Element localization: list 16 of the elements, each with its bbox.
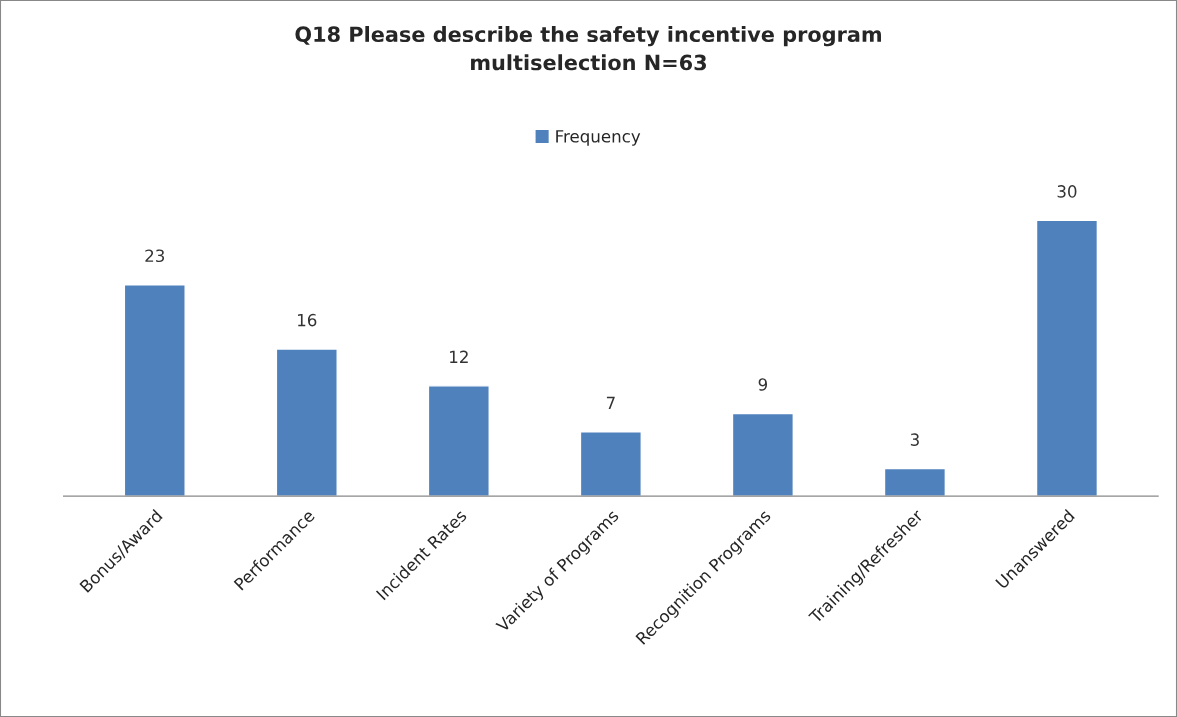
data-label: 12 xyxy=(450,350,468,363)
bar xyxy=(883,467,947,497)
bar xyxy=(427,385,490,497)
legend-label: Frequency xyxy=(556,130,641,146)
data-label: 3 xyxy=(910,433,919,446)
bar xyxy=(579,431,642,497)
chart-title: Q18 Please describe the safety incentive program multiselection N=63 xyxy=(295,25,881,71)
bar xyxy=(123,284,186,497)
data-label: 30 xyxy=(1057,185,1077,198)
bar xyxy=(731,412,794,497)
data-label: 9 xyxy=(758,378,768,391)
data-label: 16 xyxy=(298,313,317,327)
bar xyxy=(275,348,338,497)
data-label: 7 xyxy=(606,396,615,409)
data-label: 23 xyxy=(145,249,165,263)
bar xyxy=(1035,219,1099,497)
